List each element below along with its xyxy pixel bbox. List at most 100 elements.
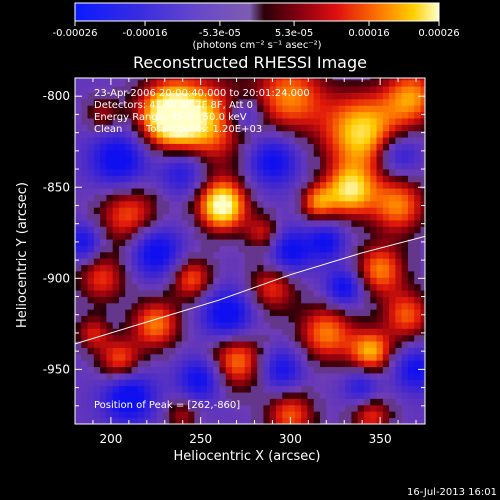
heatmap-cell bbox=[206, 328, 214, 336]
heatmap-cell bbox=[313, 404, 321, 412]
heatmap-cell bbox=[118, 392, 126, 399]
heatmap-cell bbox=[250, 105, 258, 113]
heatmap-cell bbox=[175, 213, 183, 221]
heatmap-cell bbox=[307, 111, 315, 119]
heatmap-cell bbox=[351, 334, 359, 342]
heatmap-cell bbox=[414, 271, 421, 278]
heatmap-cell bbox=[188, 149, 195, 157]
heatmap-cell bbox=[238, 392, 246, 399]
heatmap-cell bbox=[420, 188, 425, 195]
heatmap-cell bbox=[206, 78, 214, 81]
heatmap-cell bbox=[269, 385, 277, 393]
heatmap-cell bbox=[282, 296, 289, 304]
heatmap-cell bbox=[181, 251, 189, 259]
heatmap-cell bbox=[420, 258, 425, 266]
heatmap-cell bbox=[276, 169, 283, 176]
heatmap-cell bbox=[225, 251, 233, 259]
heatmap-cell bbox=[414, 105, 421, 113]
heatmap-cell bbox=[395, 309, 403, 317]
heatmap-cell bbox=[219, 169, 227, 176]
heatmap-cell bbox=[137, 328, 145, 336]
heatmap-cell bbox=[232, 277, 239, 285]
heatmap-cell bbox=[282, 149, 289, 157]
heatmap-cell bbox=[276, 245, 283, 253]
heatmap-cell bbox=[106, 302, 114, 310]
heatmap-cell bbox=[181, 213, 189, 221]
heatmap-cell bbox=[150, 194, 158, 202]
heatmap-cell bbox=[301, 411, 308, 419]
heatmap-cell bbox=[118, 124, 126, 132]
heatmap-cell bbox=[200, 366, 208, 374]
heatmap-cell bbox=[414, 283, 421, 291]
heatmap-cell bbox=[100, 194, 107, 202]
heatmap-cell bbox=[144, 181, 151, 189]
heatmap-cell bbox=[395, 302, 403, 310]
heatmap-cell bbox=[250, 181, 258, 189]
heatmap-cell bbox=[357, 379, 365, 387]
heatmap-cell bbox=[382, 417, 390, 424]
heatmap-cell bbox=[112, 169, 120, 176]
heatmap-cell bbox=[162, 162, 170, 170]
heatmap-cell bbox=[332, 226, 340, 234]
heatmap-cell bbox=[87, 169, 95, 176]
heatmap-cell bbox=[162, 78, 170, 81]
heatmap-cell bbox=[169, 118, 176, 125]
heatmap-cell bbox=[269, 366, 277, 374]
heatmap-cell bbox=[118, 347, 126, 355]
heatmap-cell bbox=[194, 264, 202, 272]
heatmap-cell bbox=[326, 315, 333, 323]
heatmap-cell bbox=[263, 207, 271, 215]
heatmap-cell bbox=[137, 79, 145, 87]
heatmap-cell bbox=[162, 277, 170, 285]
heatmap-cell bbox=[357, 86, 365, 93]
heatmap-cell bbox=[313, 258, 321, 266]
heatmap-cell bbox=[332, 232, 340, 240]
heatmap-cell bbox=[389, 264, 396, 272]
heatmap-cell bbox=[238, 353, 246, 361]
heatmap-cell bbox=[169, 130, 176, 138]
heatmap-cell bbox=[370, 86, 377, 93]
heatmap-cell bbox=[263, 200, 271, 208]
heatmap-cell bbox=[225, 309, 233, 317]
heatmap-cell bbox=[169, 124, 176, 132]
heatmap-cell bbox=[238, 207, 246, 215]
heatmap-cell bbox=[144, 207, 151, 215]
heatmap-cell bbox=[307, 417, 315, 424]
heatmap-cell bbox=[225, 385, 233, 393]
heatmap-cell bbox=[276, 162, 283, 170]
heatmap-cell bbox=[326, 169, 333, 176]
heatmap-cell bbox=[307, 328, 315, 336]
heatmap-cell bbox=[87, 105, 95, 113]
heatmap-cell bbox=[81, 149, 88, 157]
heatmap-cell bbox=[162, 232, 170, 240]
heatmap-cell bbox=[225, 162, 233, 170]
heatmap-cell bbox=[137, 188, 145, 195]
colorbar-tick-label: 5.3e-05 bbox=[275, 28, 313, 39]
heatmap-cell bbox=[87, 92, 95, 100]
heatmap-cell bbox=[93, 188, 101, 195]
heatmap-cell bbox=[188, 411, 195, 419]
heatmap-cell bbox=[338, 118, 346, 125]
heatmap-cell bbox=[238, 347, 246, 355]
heatmap-cell bbox=[357, 334, 365, 342]
heatmap-cell bbox=[181, 385, 189, 393]
heatmap-cell bbox=[363, 251, 371, 259]
heatmap-cell bbox=[232, 296, 239, 304]
heatmap-cell bbox=[156, 404, 164, 412]
colorbar-units-label: (photons cm⁻² s⁻¹ asec⁻²) bbox=[192, 40, 321, 51]
heatmap-cell bbox=[307, 296, 315, 304]
heatmap-cell bbox=[407, 181, 415, 189]
heatmap-cell bbox=[150, 232, 158, 240]
heatmap-cell bbox=[150, 207, 158, 215]
heatmap-cell bbox=[363, 118, 371, 125]
heatmap-cell bbox=[106, 213, 114, 221]
heatmap-cell bbox=[244, 79, 252, 87]
heatmap-cell bbox=[276, 328, 283, 336]
heatmap-cell bbox=[181, 194, 189, 202]
heatmap-cell bbox=[338, 373, 346, 380]
heatmap-cell bbox=[112, 385, 120, 393]
heatmap-cell bbox=[326, 239, 333, 246]
heatmap-cell bbox=[382, 264, 390, 272]
heatmap-cell bbox=[282, 124, 289, 132]
heatmap-cell bbox=[81, 385, 88, 393]
